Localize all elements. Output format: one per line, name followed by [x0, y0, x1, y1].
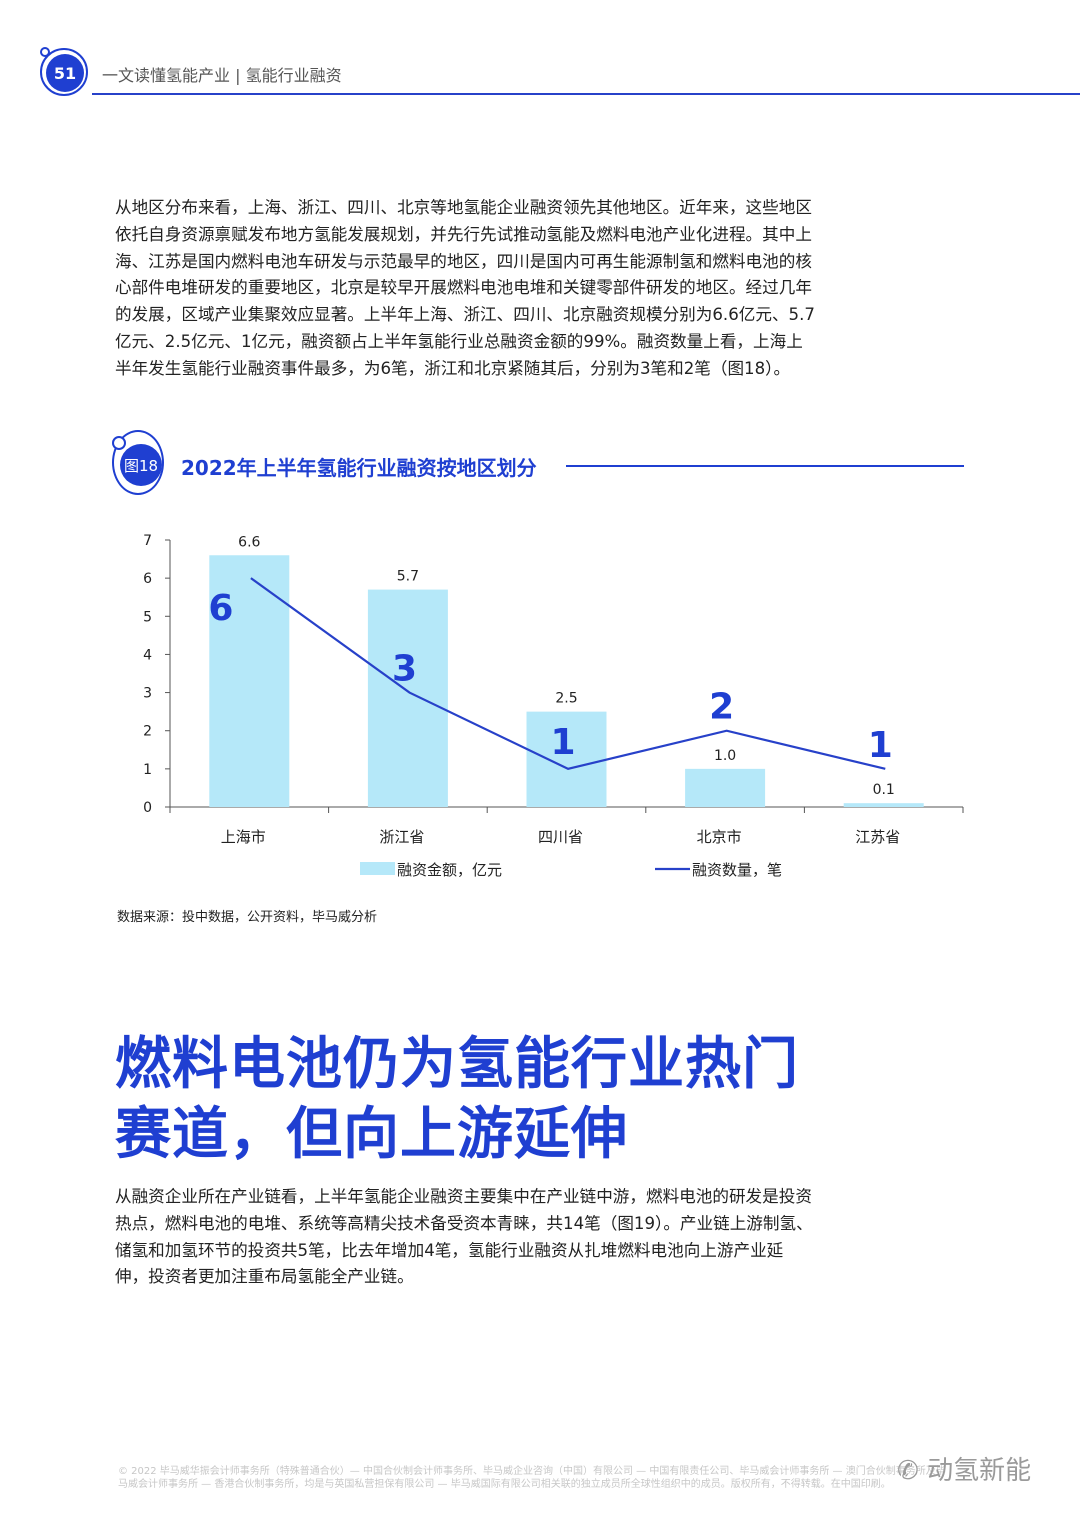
regional-financing-chart: 0 1 2 3 4 5 6 7 6.6 5.7 2.5 1.0 0.1 上海市 浙江省 四川省 北京市 江苏省 6 3…	[143, 533, 964, 879]
y-tick-label: 6	[143, 571, 152, 587]
figure-badge-dot	[112, 436, 126, 450]
count-value-label: 6	[208, 588, 233, 629]
running-title: 一文读懂氢能产业 | 氢能行业融资	[102, 66, 342, 85]
section-heading-line-1: 燃料电池仍为氢能行业热门	[115, 1032, 799, 1097]
category-label: 浙江省	[379, 828, 424, 846]
y-tick-label: 1	[143, 762, 152, 778]
section-heading: 燃料电池仍为氢能行业热门 赛道，但向上游延伸	[115, 1030, 799, 1170]
bar-value-label: 2.5	[555, 691, 577, 707]
y-tick-label: 0	[143, 800, 152, 816]
legend-label-bars: 融资金额，亿元	[397, 861, 502, 879]
y-tick-label: 4	[143, 647, 152, 663]
bar	[526, 711, 607, 807]
body-paragraph-1: 从地区分布来看，上海、浙江、四川、北京等地氢能企业融资领先其他地区。近年来，这些…	[115, 198, 815, 378]
bar-value-label: 5.7	[397, 569, 419, 585]
bar-value-label: 0.1	[873, 782, 895, 798]
figure-title: 2022年上半年氢能行业融资按地区划分	[181, 456, 537, 480]
y-tick-label: 3	[143, 686, 152, 702]
category-label: 北京市	[697, 828, 742, 846]
footer-copyright: © 2022 毕马威华振会计师事务所（特殊普通合伙）— 中国合伙制会计师事务所、…	[118, 1466, 946, 1490]
count-value-label: 1	[551, 722, 576, 763]
figure-badge-ring	[112, 430, 164, 495]
legend-label-line: 融资数量，笔	[692, 861, 782, 879]
bar	[685, 768, 766, 807]
page-number-dot	[40, 47, 50, 57]
bar-value-label: 1.0	[714, 748, 736, 764]
category-label: 四川省	[538, 828, 583, 846]
legend-swatch-bars	[360, 862, 395, 875]
bar-value-label: 6.6	[238, 534, 260, 550]
y-tick-label: 7	[143, 533, 152, 549]
y-tick-label: 2	[143, 724, 152, 740]
figure-badge: 图18	[120, 444, 162, 486]
bar	[367, 589, 448, 807]
page-number-badge: 51	[46, 54, 84, 92]
watermark-text: 动氢新能	[927, 1456, 1032, 1486]
body-paragraph-2: 从融资企业所在产业链看，上半年氢能企业融资主要集中在产业链中游，燃料电池的研发是…	[115, 1187, 813, 1287]
figure-source: 数据来源：投中数据，公开资料，毕马威分析	[117, 910, 378, 925]
count-value-label: 1	[868, 725, 893, 766]
wechat-icon: ✆	[897, 1456, 919, 1486]
y-tick-label: 5	[143, 609, 152, 625]
figure-title-rule	[566, 465, 964, 467]
header-rule	[92, 93, 1080, 95]
bar	[843, 803, 924, 807]
category-label: 江苏省	[855, 828, 900, 846]
count-value-label: 2	[709, 687, 734, 728]
watermark: ✆ 动氢新能	[897, 1450, 1031, 1487]
section-heading-line-2: 赛道，但向上游延伸	[115, 1102, 628, 1167]
count-value-label: 3	[392, 649, 417, 690]
count-line	[250, 577, 886, 771]
category-label: 上海市	[221, 828, 266, 846]
